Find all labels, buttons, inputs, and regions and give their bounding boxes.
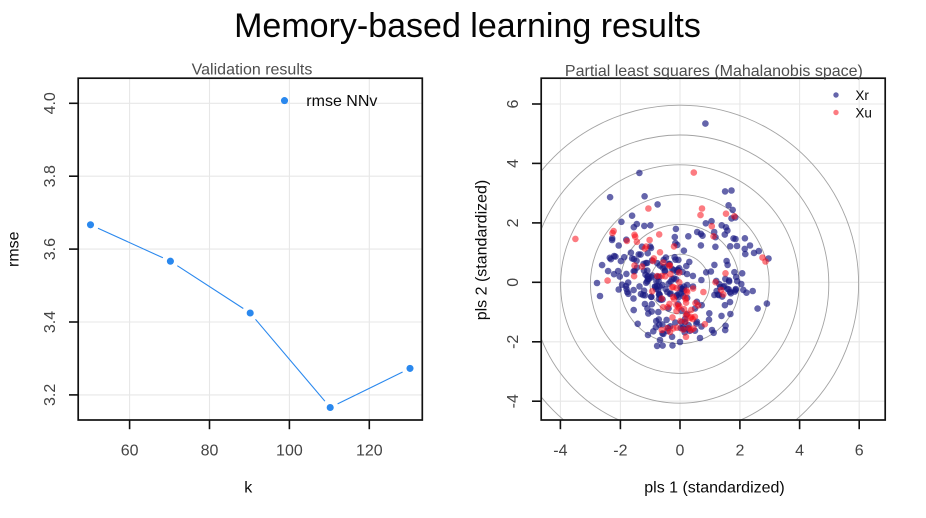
svg-text:-2: -2 — [505, 335, 522, 349]
svg-text:120: 120 — [356, 442, 383, 459]
svg-text:Partial least squares (Mahalan: Partial least squares (Mahalanobis space… — [565, 63, 863, 80]
svg-text:-4: -4 — [505, 394, 522, 408]
svg-text:-2: -2 — [613, 442, 627, 459]
svg-text:100: 100 — [276, 442, 303, 459]
svg-text:6: 6 — [505, 99, 522, 108]
svg-text:3.4: 3.4 — [42, 311, 59, 333]
svg-text:4: 4 — [795, 442, 804, 459]
svg-text:4.0: 4.0 — [42, 92, 59, 114]
svg-text:3.8: 3.8 — [42, 165, 59, 187]
svg-text:3.2: 3.2 — [42, 384, 59, 406]
svg-text:60: 60 — [121, 442, 139, 459]
svg-text:2: 2 — [735, 442, 744, 459]
svg-text:rmse NNv: rmse NNv — [306, 93, 377, 110]
svg-text:Validation results: Validation results — [192, 62, 313, 79]
svg-text:Xu: Xu — [855, 106, 872, 121]
svg-text:Xr: Xr — [855, 88, 869, 103]
svg-text:k: k — [244, 480, 253, 497]
svg-text:3.6: 3.6 — [42, 238, 59, 260]
svg-text:Memory-based learning results: Memory-based learning results — [234, 7, 701, 45]
svg-text:80: 80 — [201, 442, 219, 459]
svg-text:pls 2 (standardized): pls 2 (standardized) — [474, 180, 491, 321]
svg-text:6: 6 — [855, 442, 864, 459]
svg-text:0: 0 — [676, 442, 685, 459]
svg-text:2: 2 — [505, 218, 522, 227]
svg-text:-4: -4 — [553, 442, 567, 459]
svg-text:rmse: rmse — [6, 231, 23, 267]
svg-text:0: 0 — [505, 278, 522, 287]
svg-text:pls 1 (standardized): pls 1 (standardized) — [644, 480, 785, 497]
svg-text:4: 4 — [505, 159, 522, 168]
